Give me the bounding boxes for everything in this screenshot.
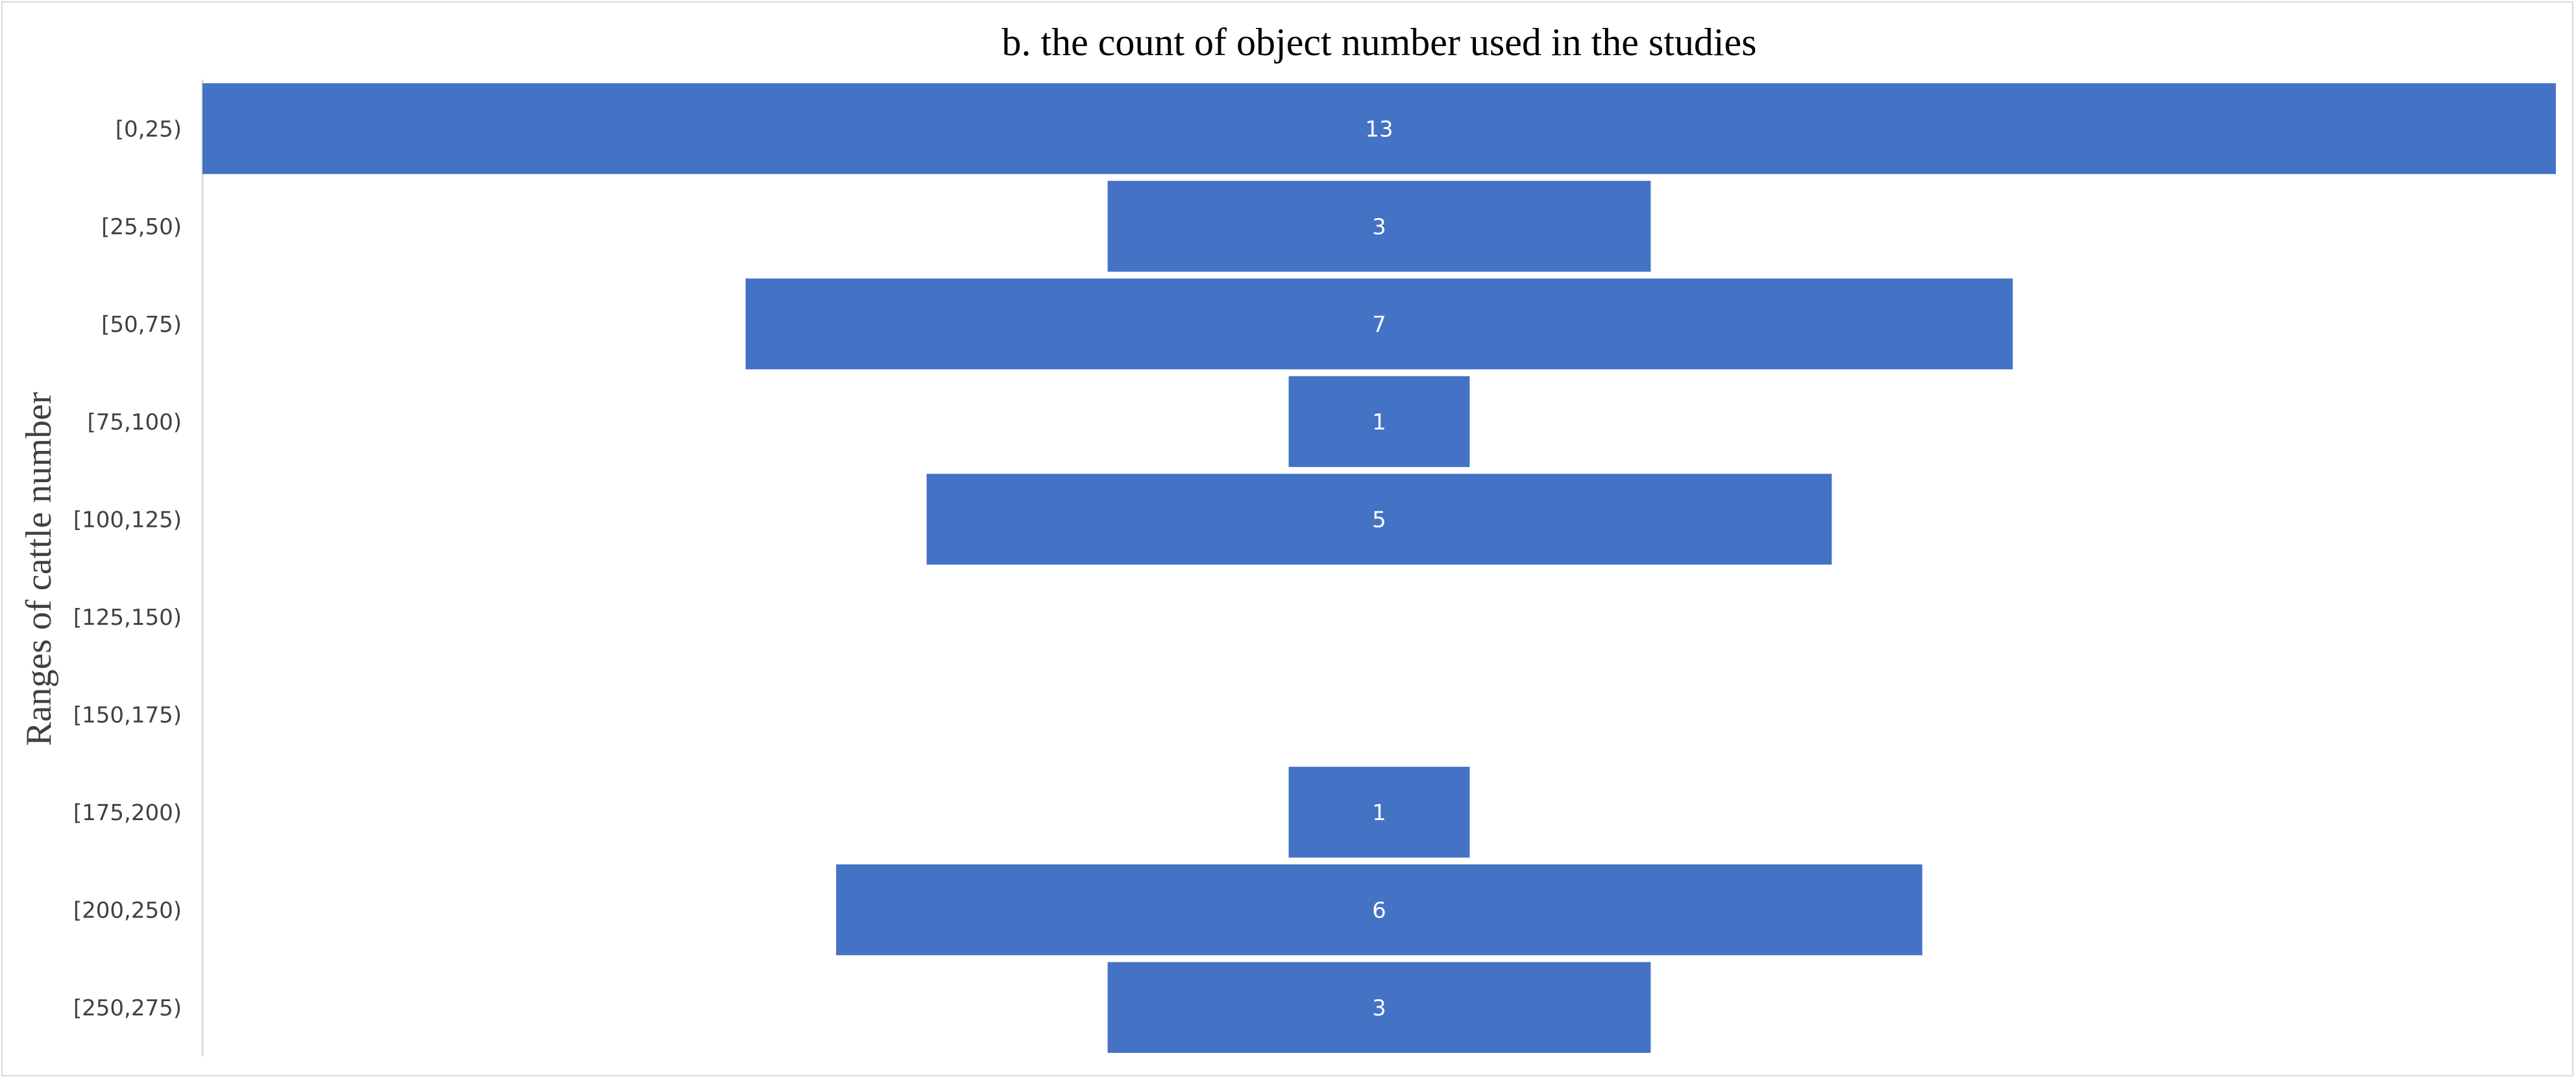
bar <box>1107 180 1651 272</box>
y-tick-label: [0,25) <box>116 116 182 142</box>
y-tick-label: [25,50) <box>101 214 182 240</box>
data-labels: 13 3 7 1 5 1 6 3 <box>1365 116 1393 1021</box>
y-tick-label: [150,175) <box>73 702 182 728</box>
y-tick-label: [75,100) <box>88 409 182 435</box>
chart-title: b. the count of object number used in th… <box>1001 21 1756 64</box>
bar <box>1107 962 1651 1053</box>
data-label: 3 <box>1372 214 1386 240</box>
data-label: 1 <box>1372 409 1386 435</box>
y-tick-label: [125,150) <box>73 605 182 631</box>
data-label: 6 <box>1372 897 1386 923</box>
data-label: 5 <box>1372 507 1386 533</box>
bar <box>1288 766 1470 858</box>
bar <box>836 864 1922 956</box>
y-tick-label: [250,275) <box>73 995 182 1021</box>
y-tick-label: [200,250) <box>73 897 182 923</box>
bar <box>745 278 2013 370</box>
y-tick-label: [100,125) <box>73 507 182 533</box>
y-tick-label: [175,200) <box>73 800 182 826</box>
bar <box>202 83 2556 175</box>
bars-layer <box>202 83 2556 1053</box>
data-label: 13 <box>1365 116 1393 142</box>
data-label: 7 <box>1372 311 1386 337</box>
data-label: 1 <box>1372 800 1386 826</box>
data-label: 3 <box>1372 995 1386 1021</box>
y-axis-label: Ranges of cattle number <box>19 392 59 746</box>
y-tick-labels: [0,25) [25,50) [50,75) [75,100) [100,125) [12… <box>73 116 182 1021</box>
y-tick-label: [50,75) <box>101 311 182 337</box>
bar <box>926 474 1832 565</box>
bar <box>1288 376 1470 467</box>
